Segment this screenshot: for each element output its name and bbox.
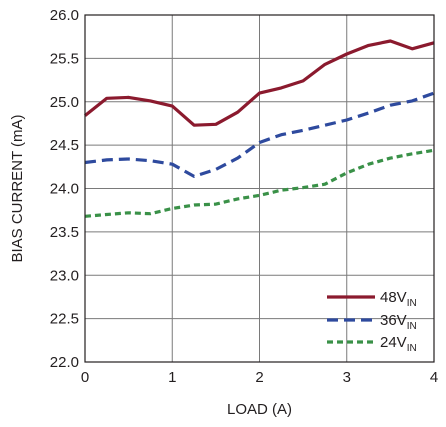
chart-series <box>84 39 435 218</box>
y-tick-label: 22.5 <box>50 311 79 328</box>
x-tick-label: 1 <box>168 369 176 386</box>
y-tick-label: 23.0 <box>50 267 79 284</box>
y-tick-label: 26.0 <box>50 7 79 24</box>
x-axis-label: LOAD (A) <box>227 401 292 418</box>
y-tick-label: 24.5 <box>50 137 79 154</box>
plot-frame <box>84 14 435 363</box>
y-tick-label: 23.5 <box>50 224 79 241</box>
legend-label-48v: 48VIN <box>380 289 417 309</box>
y-tick-label: 22.0 <box>50 354 79 371</box>
y-tick-label: 25.0 <box>50 94 79 111</box>
y-axis-label: BIAS CURRENT (mA) <box>9 114 26 262</box>
y-tick-labels: 22.0 22.5 23.0 23.5 24.0 24.5 25.0 25.5 26.0 <box>50 7 79 371</box>
x-tick-label: 2 <box>255 369 263 386</box>
series-line-36v <box>84 91 435 178</box>
x-tick-label: 4 <box>430 369 438 386</box>
y-tick-label: 24.0 <box>50 181 79 198</box>
legend-label-24v: 24VIN <box>380 334 417 354</box>
chart-gridlines <box>84 14 435 363</box>
x-tick-labels: 0 1 2 3 4 <box>81 369 438 386</box>
legend-label-36v: 36VIN <box>380 312 417 332</box>
x-tick-label: 0 <box>81 369 89 386</box>
series-line-48v <box>84 39 435 127</box>
y-tick-label: 25.5 <box>50 50 79 67</box>
x-tick-label: 3 <box>343 369 351 386</box>
